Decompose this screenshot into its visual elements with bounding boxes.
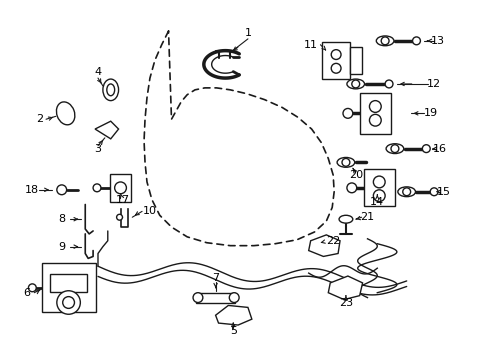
Bar: [41, 263, 95, 312]
Text: 10: 10: [142, 206, 157, 216]
Circle shape: [381, 37, 388, 45]
Ellipse shape: [346, 79, 364, 89]
Text: 20: 20: [348, 170, 362, 180]
Polygon shape: [308, 235, 339, 256]
Text: 12: 12: [426, 79, 440, 89]
Bar: [196, 293, 235, 302]
Circle shape: [369, 100, 381, 112]
Circle shape: [116, 214, 122, 220]
Ellipse shape: [56, 102, 75, 125]
Text: 19: 19: [423, 108, 437, 118]
Ellipse shape: [102, 79, 118, 100]
Circle shape: [385, 80, 392, 88]
Circle shape: [330, 50, 340, 59]
Circle shape: [229, 293, 239, 302]
Text: 16: 16: [432, 144, 446, 154]
Circle shape: [62, 297, 74, 309]
Text: 1: 1: [244, 28, 251, 38]
Text: 7: 7: [212, 273, 219, 283]
Text: 8: 8: [58, 214, 65, 224]
Bar: [349, 47, 361, 74]
Circle shape: [114, 182, 126, 194]
Text: 18: 18: [25, 185, 40, 195]
Circle shape: [422, 145, 429, 153]
Circle shape: [373, 190, 385, 202]
Polygon shape: [327, 276, 362, 300]
Text: 21: 21: [360, 212, 374, 222]
Circle shape: [57, 291, 80, 314]
Circle shape: [390, 145, 398, 153]
Circle shape: [93, 184, 101, 192]
Text: 23: 23: [338, 297, 352, 307]
Text: 14: 14: [369, 197, 384, 207]
Ellipse shape: [397, 187, 415, 197]
Text: 2: 2: [37, 114, 43, 124]
Circle shape: [369, 114, 381, 126]
Circle shape: [341, 158, 349, 166]
Text: 11: 11: [303, 40, 317, 50]
Ellipse shape: [338, 215, 352, 223]
Ellipse shape: [376, 36, 393, 46]
Circle shape: [28, 284, 36, 292]
Bar: [363, 169, 394, 206]
Circle shape: [412, 37, 420, 45]
Text: 3: 3: [94, 144, 102, 154]
Text: 17: 17: [115, 195, 129, 204]
Circle shape: [342, 108, 352, 118]
Text: 9: 9: [58, 242, 65, 252]
Circle shape: [193, 293, 203, 302]
Text: 22: 22: [325, 236, 340, 246]
Bar: [50, 274, 87, 292]
Circle shape: [330, 63, 340, 73]
Bar: [359, 93, 390, 134]
Bar: [322, 42, 349, 79]
Text: 13: 13: [430, 36, 444, 46]
Circle shape: [351, 80, 359, 88]
Circle shape: [346, 183, 356, 193]
Text: 4: 4: [94, 67, 102, 77]
Text: 15: 15: [436, 187, 450, 197]
Polygon shape: [215, 305, 251, 325]
Ellipse shape: [106, 84, 114, 96]
Text: 6: 6: [23, 288, 30, 298]
Ellipse shape: [336, 157, 354, 167]
Circle shape: [402, 188, 410, 196]
Bar: [109, 174, 131, 202]
Circle shape: [429, 188, 437, 196]
Text: 5: 5: [229, 326, 236, 336]
Circle shape: [373, 176, 385, 188]
Ellipse shape: [386, 144, 403, 153]
Circle shape: [57, 185, 66, 195]
Polygon shape: [95, 121, 118, 139]
